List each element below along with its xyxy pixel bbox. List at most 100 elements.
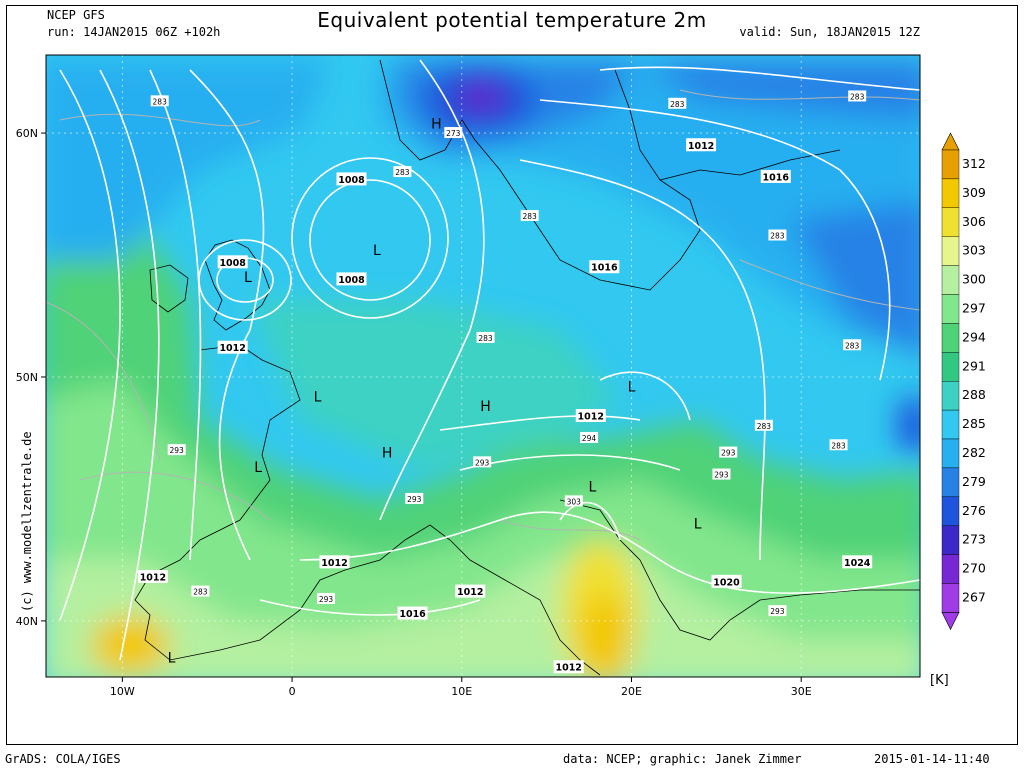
colorbar-unit: [K] <box>930 673 949 688</box>
theta-label: 283 <box>850 92 865 101</box>
theta-label-bg <box>754 419 773 431</box>
theta-label: 283 <box>153 97 168 106</box>
longitude-axis: 10W 0 10E 20E 30E <box>110 677 812 698</box>
colorbar-label: 279 <box>962 474 986 489</box>
isobar-label: 1012 <box>688 141 714 152</box>
colorbar-swatch <box>941 583 960 613</box>
colorbar-swatch <box>941 294 960 324</box>
theta-label-bg <box>167 444 186 456</box>
theta-label-bg <box>520 209 539 221</box>
colorbar-label: 306 <box>962 214 986 229</box>
footer-credits: data: NCEP; graphic: Janek Zimmer <box>563 752 802 766</box>
isobar-label-bg <box>397 606 428 620</box>
theta-label: 293 <box>770 607 785 616</box>
theta-label-bg <box>580 431 599 443</box>
isobar-label-bg <box>842 555 873 569</box>
theta-label-bg <box>768 229 787 241</box>
colorbar-swatch <box>941 438 960 469</box>
lon-tick-label: 30E <box>791 685 812 698</box>
theta-label: 294 <box>582 434 597 443</box>
isobar-label: 1012 <box>457 587 483 598</box>
low-pressure-marker: L <box>373 243 381 259</box>
colorbar-label: 276 <box>962 503 986 518</box>
isobar-label: 1008 <box>219 258 246 269</box>
colorbar-label: 291 <box>962 358 986 373</box>
colorbar-swatch <box>941 265 960 295</box>
isobar-label-bg <box>217 340 248 354</box>
isobar-label-bg <box>455 584 486 598</box>
coastlines <box>134 59 920 676</box>
figure-frame <box>6 5 1018 745</box>
theta-label-bg <box>444 127 463 139</box>
theta-label: 283 <box>770 232 785 241</box>
isobar-label-bg <box>319 555 350 569</box>
theta-label-bg <box>476 331 495 343</box>
colorbar-label: 294 <box>962 329 986 344</box>
isobar-label: 1020 <box>713 577 740 588</box>
theta-label-bg <box>564 495 583 507</box>
theta-label-bg <box>191 585 210 597</box>
theta-label: 293 <box>407 495 422 504</box>
theta-label-bg <box>719 446 738 458</box>
colorbar-label: 285 <box>962 416 986 431</box>
high-pressure-marker: H <box>382 446 393 462</box>
theta-label: 283 <box>193 588 208 597</box>
isobar-label: 1016 <box>763 172 790 183</box>
isobar-label: 1016 <box>399 609 426 620</box>
isobar-label: 1012 <box>140 572 166 583</box>
footer-timestamp: 2015-01-14-11:40 <box>874 752 990 766</box>
colorbar-swatch <box>941 381 960 411</box>
isobar-label-bg <box>336 272 367 286</box>
theta-label: 283 <box>845 341 860 350</box>
theta-label-bg <box>843 339 862 351</box>
isobar-label-bg <box>217 255 248 269</box>
isobar-label: 1012 <box>219 343 245 354</box>
theta-label-bg <box>668 97 687 109</box>
colorbar-label: 282 <box>962 445 986 460</box>
colorbar-label: 288 <box>962 387 986 402</box>
colorbar-swatch <box>941 207 960 237</box>
theta-label-bg <box>829 439 848 451</box>
theta-label: 293 <box>475 458 490 467</box>
theta-label: 293 <box>170 446 185 455</box>
theta-label: 283 <box>670 100 685 109</box>
isobar-labels: 1008 1008 1008 1012 1012 1016 1016 1012 1012 1012… <box>137 138 873 674</box>
theta-label-bg <box>848 90 867 102</box>
isobar-label: 1016 <box>591 263 618 274</box>
lat-tick-label: 60N <box>16 127 38 140</box>
isobar-label: 1008 <box>338 275 365 286</box>
model-label: NCEP GFS <box>47 8 105 22</box>
colorbar-label: 267 <box>962 590 986 605</box>
isobar-label: 1008 <box>338 175 365 186</box>
low-pressure-marker: L <box>254 460 262 476</box>
isobar-label: 1024 <box>844 558 871 569</box>
high-pressure-marker: H <box>480 399 491 415</box>
theta-e-shading <box>46 55 920 677</box>
theta-label-bg <box>768 605 787 617</box>
isobar-label-bg <box>760 169 791 183</box>
valid-time-label: valid: Sun, 18JAN2015 12Z <box>739 25 920 39</box>
colorbar-label: 270 <box>962 561 986 576</box>
theta-label-bg <box>405 492 424 504</box>
run-label: run: 14JAN2015 06Z +102h <box>47 25 221 39</box>
lon-tick-label: 20E <box>621 685 642 698</box>
theta-label: 283 <box>831 441 846 450</box>
colorbar-swatch <box>941 352 960 382</box>
low-pressure-marker: L <box>168 650 176 666</box>
colorbar-swatch <box>941 554 960 584</box>
colorbar-top-arrow <box>941 132 960 151</box>
colorbar-label: 273 <box>962 532 986 547</box>
colorbar: 312 309 306 303 300 297 294 291 288 285 282 279 276 2… <box>930 132 986 688</box>
isobar-label-bg <box>553 660 584 674</box>
isobar-label-bg <box>575 409 606 423</box>
colorbar-label: 309 <box>962 185 986 200</box>
theta-label: 303 <box>567 497 582 506</box>
footer-software: GrADS: COLA/IGES <box>5 752 121 766</box>
colorbar-label: 312 <box>962 156 986 171</box>
colorbar-swatch <box>941 496 960 526</box>
colorbar-bottom-arrow <box>941 612 960 631</box>
colorbar-swatch <box>941 525 960 555</box>
theta-label: 293 <box>714 471 729 480</box>
map-border <box>45 54 921 678</box>
